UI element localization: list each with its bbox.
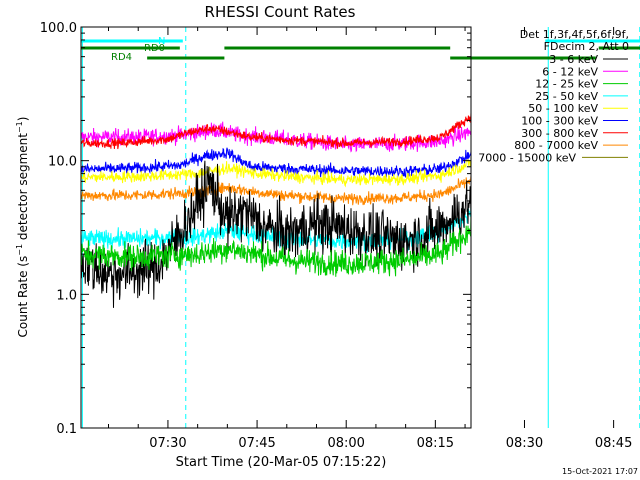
state-bar-label: RD0 xyxy=(144,43,165,54)
axes: 0.1 1.0 10.0 100.0 07:30 07:45 08:00 08:15 08:30… xyxy=(40,21,633,451)
legend-header-line: Det 1f,3f,4f,5f,6f,9f, xyxy=(520,28,629,41)
series-trace xyxy=(80,175,472,206)
legend-label: 50 - 100 keV xyxy=(528,102,598,115)
y-axis-label-part: detector segment xyxy=(16,133,30,244)
legend-label: 300 - 800 keV xyxy=(521,127,598,140)
y-axis-label-exponent: −1 xyxy=(15,244,24,256)
legend-label: 800 - 7000 keV xyxy=(514,139,598,152)
x-axis-label: Start Time (20-Mar-05 07:15:22) xyxy=(176,455,387,470)
y-axis-label: Count Rate (s−1 detector segment−1) xyxy=(15,117,30,338)
y-tick-label: 0.1 xyxy=(56,422,77,437)
legend-label: 3 - 6 keV xyxy=(549,53,598,66)
chart-title: RHESSI Count Rates xyxy=(205,3,356,21)
legend-label: 7000 - 15000 keV xyxy=(478,151,576,164)
legend-label: 12 - 25 keV xyxy=(535,78,598,91)
legend-header-line: FDecim 2, Att 0 xyxy=(544,40,629,53)
legend-label: 25 - 50 keV xyxy=(535,90,598,103)
legend: Det 1f,3f,4f,5f,6f,9f, FDecim 2, Att 0 3… xyxy=(478,28,629,164)
y-axis-label-exponent: −1 xyxy=(15,121,24,133)
series-trace xyxy=(80,159,472,188)
state-bar-label: N xyxy=(158,36,165,47)
legend-label: 100 - 300 keV xyxy=(521,115,598,128)
x-tick-label: 07:45 xyxy=(238,436,275,451)
y-tick-label: 100.0 xyxy=(40,21,77,36)
legend-label: 6 - 12 keV xyxy=(542,65,598,78)
state-bar-label: RD4 xyxy=(111,52,132,63)
series-trace xyxy=(80,147,472,179)
y-tick-label: 10.0 xyxy=(48,155,77,170)
x-tick-label: 07:30 xyxy=(149,436,186,451)
y-axis-label-part: ) xyxy=(16,117,30,122)
x-tick-label: 08:30 xyxy=(506,436,543,451)
y-axis-label-part: Count Rate (s xyxy=(16,256,30,338)
series-trace xyxy=(80,160,472,308)
series-trace xyxy=(80,112,472,150)
series-trace xyxy=(80,121,472,153)
plot-frame xyxy=(80,26,472,429)
y-tick-label: 1.0 xyxy=(56,288,77,303)
x-tick-label: 08:15 xyxy=(417,436,454,451)
x-tick-label: 08:00 xyxy=(327,436,364,451)
generation-timestamp: 15-Oct-2021 17:07 xyxy=(562,467,638,476)
series-trace xyxy=(80,212,472,277)
x-tick-label: 08:45 xyxy=(595,436,632,451)
